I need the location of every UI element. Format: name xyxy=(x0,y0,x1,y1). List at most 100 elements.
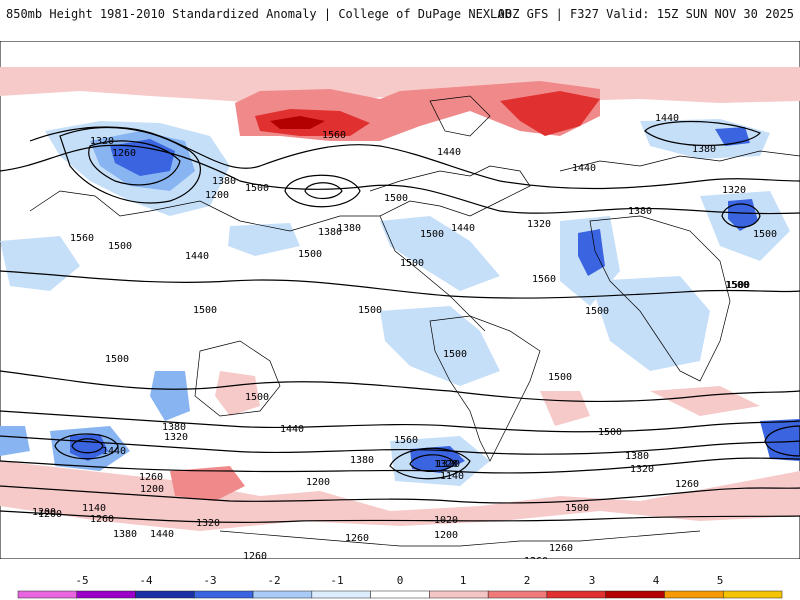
colorbar-segment xyxy=(487,590,548,599)
contour-label: 1440 xyxy=(572,163,596,174)
contour-label: 1500 xyxy=(565,503,589,514)
colorbar-tick-label: -1 xyxy=(330,574,344,587)
coast-south-america xyxy=(429,315,541,462)
contour-label: 1380 xyxy=(162,422,186,433)
contour-label: 1140 xyxy=(440,471,464,482)
colorbar-tick-label: -5 xyxy=(75,574,89,587)
model-run-info: 00Z GFS | F327 Valid: 15Z SUN NOV 30 202… xyxy=(497,7,794,21)
low-center-south-pacific-inner xyxy=(409,454,456,472)
colorbar-tick-label: -4 xyxy=(139,574,153,587)
contour-1500-south xyxy=(0,370,800,403)
contour-label: 1020 xyxy=(434,515,458,526)
coast-greenland xyxy=(429,95,491,137)
neg-anomaly-tropics-a xyxy=(0,236,80,291)
contour-label: 1380 xyxy=(625,451,649,462)
contour-label: 1500 xyxy=(245,392,269,403)
contour-label: 1500 xyxy=(598,427,622,438)
neg-anomaly-tropics-b xyxy=(228,223,300,256)
contour-label: 1500 xyxy=(108,241,132,252)
contour-label: 1500 xyxy=(193,305,217,316)
contour-label: 1320 xyxy=(196,518,220,529)
contour-label: 1260 xyxy=(139,472,163,483)
colorbar-segment xyxy=(546,590,606,599)
contour-label: 1500 xyxy=(585,306,609,317)
neg-anomaly-atlantic-core xyxy=(578,229,605,276)
contour-label: 1560 xyxy=(394,435,418,446)
colorbar-tick-label: 1 xyxy=(459,574,467,587)
contour-1380-north xyxy=(59,127,201,204)
contour-label: 1500 xyxy=(420,229,444,240)
contour-label: 1320 xyxy=(164,432,188,443)
height-contours xyxy=(0,120,800,523)
contour-label: 1500 xyxy=(298,249,322,260)
coast-north-america xyxy=(29,165,531,232)
low-center-west-inner xyxy=(71,438,104,454)
neg-anomaly-africa xyxy=(590,276,710,371)
contour-label: 1320 xyxy=(630,464,654,475)
contour-label: 1440 xyxy=(150,529,174,540)
contour-label: 1500 xyxy=(726,280,750,291)
contour-label: 1320 xyxy=(722,185,746,196)
contour-label: 1200 xyxy=(38,509,62,520)
colorbar-segment xyxy=(605,590,665,599)
pos-anomaly-australia-west xyxy=(215,371,260,416)
contour-label: 1200 xyxy=(205,190,229,201)
contour-1320-north xyxy=(88,140,181,186)
contour-label: 1500 xyxy=(358,305,382,316)
colorbar-segment xyxy=(194,590,254,599)
colorbar-segment xyxy=(311,590,371,599)
low-center-india xyxy=(721,203,761,228)
contour-label: 1320 xyxy=(527,219,551,230)
low-center-pacific-north-inner xyxy=(304,182,343,200)
contour-label: 1380 xyxy=(113,529,137,540)
contour-1440-south xyxy=(0,410,800,433)
contour-label: 1560 xyxy=(322,130,346,141)
low-center-west xyxy=(54,433,119,460)
contour-label: 1500 xyxy=(443,349,467,360)
contour-label: 1200 xyxy=(306,477,330,488)
map-header: 850mb Height 1981-2010 Standardized Anom… xyxy=(0,0,800,26)
contour-labels: 1320 1260 1560 1380 1200 1500 1440 1440 … xyxy=(32,113,777,559)
contour-label: 1320 xyxy=(90,136,114,147)
contour-label: 1440 xyxy=(185,251,209,262)
colorbar-tick-label: 2 xyxy=(523,574,531,587)
contour-label: 1260 xyxy=(345,533,369,544)
neg-anomaly-new-zealand xyxy=(150,371,190,421)
contour-label: 1260 xyxy=(112,148,136,159)
contour-label: 1560 xyxy=(532,274,556,285)
neg-anomaly-south-america xyxy=(380,306,500,386)
contour-label: 1140 xyxy=(82,503,106,514)
low-center-pacific-north xyxy=(284,174,361,208)
contour-label: 1560 xyxy=(70,233,94,244)
contour-1380-south xyxy=(0,435,800,455)
colorbar-segment xyxy=(76,590,136,599)
pos-anomaly-south-pacific xyxy=(170,466,245,501)
neg-anomaly-dateline-west xyxy=(0,426,30,456)
contour-label: 1380 xyxy=(318,227,342,238)
contour-label: 1200 xyxy=(140,484,164,495)
contour-label: 1320 xyxy=(434,459,458,470)
contour-label: 1500 xyxy=(384,193,408,204)
contour-label: 1380 xyxy=(100,558,124,559)
colorbar-segment xyxy=(135,590,195,599)
pos-anomaly-siberia-center xyxy=(270,116,325,129)
map-title: 850mb Height 1981-2010 Standardized Anom… xyxy=(6,7,512,21)
contour-label: 1260 xyxy=(549,543,573,554)
colorbar-tick-label: -3 xyxy=(203,574,217,587)
contour-label: 1500 xyxy=(400,258,424,269)
contour-label: 1380 xyxy=(350,455,374,466)
contour-label: 1260 xyxy=(90,514,114,525)
neg-anomaly-alaska-core xyxy=(110,139,175,176)
low-center-south-pacific xyxy=(389,447,471,480)
contour-label: 1380 xyxy=(337,223,361,234)
anomaly-colorbar: -5 -4 -3 -2 -1 0 1 2 3 4 5 xyxy=(0,570,800,600)
coastlines xyxy=(29,95,800,547)
contour-label: 1440 xyxy=(437,147,461,158)
colorbar-segment xyxy=(252,590,313,599)
contour-label: 1380 xyxy=(692,144,716,155)
coast-antarctica xyxy=(219,530,701,547)
contour-1560-south-tropics xyxy=(0,270,800,299)
neg-anomaly-dateline-east xyxy=(760,419,800,461)
colorbar-segment xyxy=(722,590,783,599)
colorbar-segment xyxy=(17,590,78,599)
